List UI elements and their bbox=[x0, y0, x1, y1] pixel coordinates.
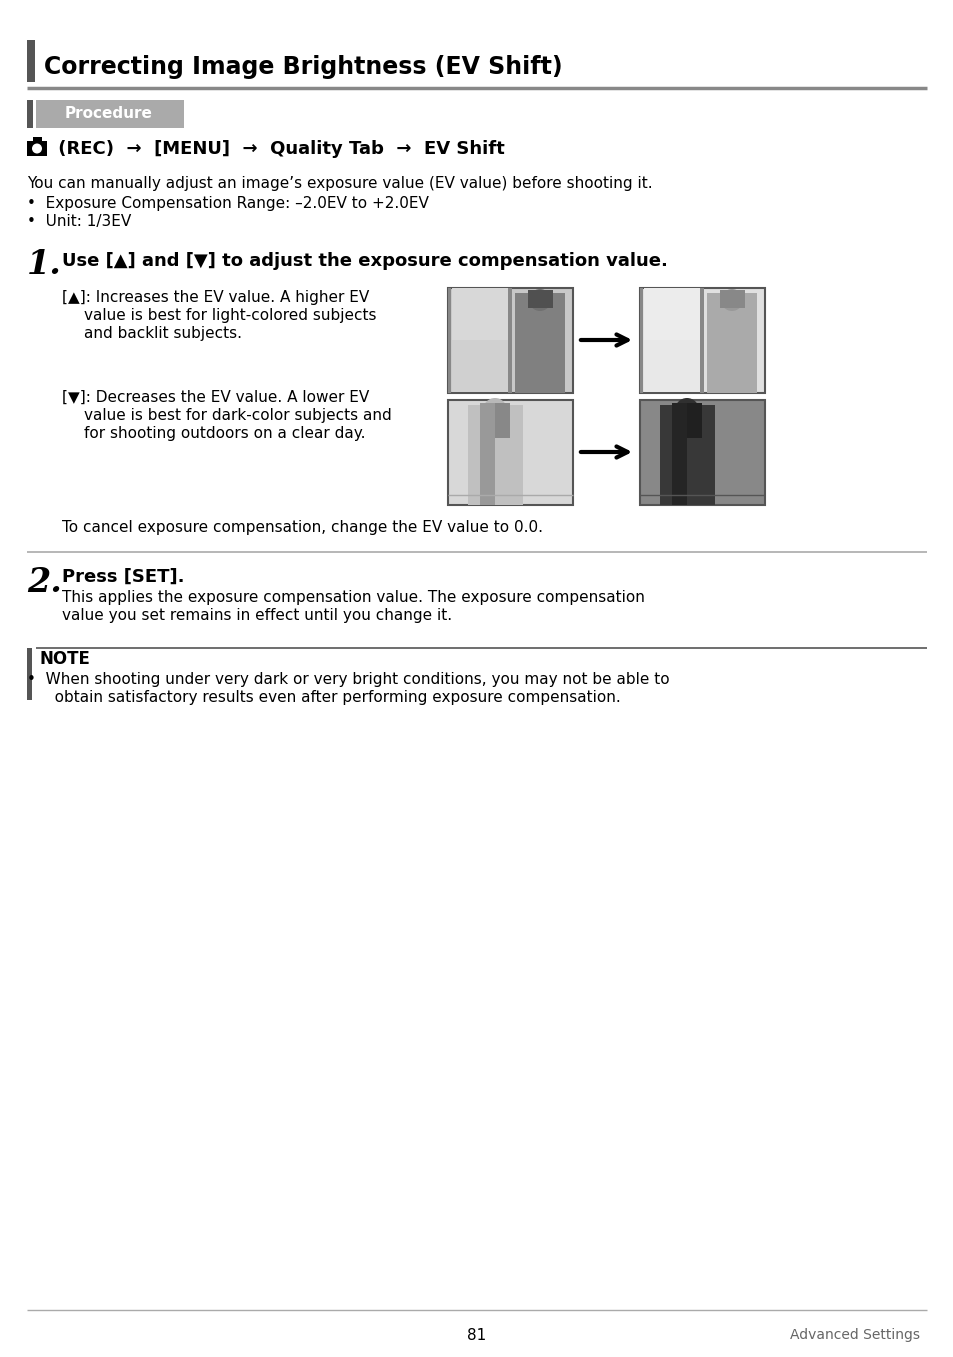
Bar bbox=[720, 290, 744, 308]
Bar bbox=[527, 290, 553, 308]
Bar bbox=[700, 288, 703, 394]
Text: Procedure: Procedure bbox=[65, 106, 152, 122]
Bar bbox=[671, 403, 701, 438]
Text: 2.: 2. bbox=[27, 566, 62, 598]
Circle shape bbox=[675, 398, 699, 422]
Text: This applies the exposure compensation value. The exposure compensation: This applies the exposure compensation v… bbox=[62, 590, 644, 605]
Circle shape bbox=[32, 144, 42, 153]
Text: 81: 81 bbox=[467, 1327, 486, 1342]
Bar bbox=[643, 341, 700, 392]
Text: •  When shooting under very dark or very bright conditions, you may not be able : • When shooting under very dark or very … bbox=[27, 672, 669, 687]
Bar bbox=[706, 293, 757, 394]
Text: Use [▲] and [▼] to adjust the exposure compensation value.: Use [▲] and [▼] to adjust the exposure c… bbox=[62, 252, 667, 270]
Bar bbox=[643, 288, 700, 341]
Text: •  Unit: 1/3EV: • Unit: 1/3EV bbox=[27, 214, 132, 229]
Text: You can manually adjust an image’s exposure value (EV value) before shooting it.: You can manually adjust an image’s expos… bbox=[27, 176, 652, 191]
Bar bbox=[671, 403, 686, 505]
Circle shape bbox=[529, 289, 551, 311]
Text: NOTE: NOTE bbox=[40, 650, 91, 668]
Bar bbox=[27, 39, 35, 81]
Bar bbox=[468, 404, 522, 505]
Text: value you set remains in effect until you change it.: value you set remains in effect until yo… bbox=[62, 608, 452, 623]
Bar bbox=[659, 404, 714, 505]
Bar bbox=[479, 403, 510, 438]
Bar bbox=[33, 137, 42, 142]
Bar bbox=[27, 649, 32, 700]
Text: value is best for light-colored subjects: value is best for light-colored subjects bbox=[84, 308, 376, 323]
Text: value is best for dark-color subjects and: value is best for dark-color subjects an… bbox=[84, 408, 392, 423]
Bar bbox=[639, 288, 642, 394]
Text: Advanced Settings: Advanced Settings bbox=[789, 1329, 919, 1342]
Text: Press [SET].: Press [SET]. bbox=[62, 569, 184, 586]
Bar bbox=[479, 403, 495, 505]
Bar bbox=[36, 100, 184, 128]
Bar bbox=[452, 341, 507, 392]
Text: and backlit subjects.: and backlit subjects. bbox=[84, 326, 242, 341]
Bar bbox=[639, 288, 764, 394]
Text: obtain satisfactory results even after performing exposure compensation.: obtain satisfactory results even after p… bbox=[40, 689, 620, 706]
Text: Correcting Image Brightness (EV Shift): Correcting Image Brightness (EV Shift) bbox=[44, 56, 562, 79]
Bar bbox=[27, 141, 47, 156]
Bar bbox=[448, 288, 451, 394]
Bar bbox=[507, 288, 512, 394]
Circle shape bbox=[720, 289, 742, 311]
Text: for shooting outdoors on a clear day.: for shooting outdoors on a clear day. bbox=[84, 426, 365, 441]
Text: (REC)  →  [MENU]  →  Quality Tab  →  EV Shift: (REC) → [MENU] → Quality Tab → EV Shift bbox=[52, 140, 504, 157]
Text: 1.: 1. bbox=[27, 248, 62, 281]
Text: To cancel exposure compensation, change the EV value to 0.0.: To cancel exposure compensation, change … bbox=[62, 520, 542, 535]
Text: [▼]: Decreases the EV value. A lower EV: [▼]: Decreases the EV value. A lower EV bbox=[62, 389, 369, 404]
Bar bbox=[448, 400, 573, 505]
Bar bbox=[448, 288, 573, 394]
Text: [▲]: Increases the EV value. A higher EV: [▲]: Increases the EV value. A higher EV bbox=[62, 290, 369, 305]
Bar bbox=[27, 100, 33, 128]
Circle shape bbox=[482, 398, 506, 422]
Text: •  Exposure Compensation Range: –2.0EV to +2.0EV: • Exposure Compensation Range: –2.0EV to… bbox=[27, 195, 429, 210]
Bar bbox=[452, 288, 507, 341]
Bar bbox=[515, 293, 564, 394]
Bar bbox=[639, 400, 764, 505]
